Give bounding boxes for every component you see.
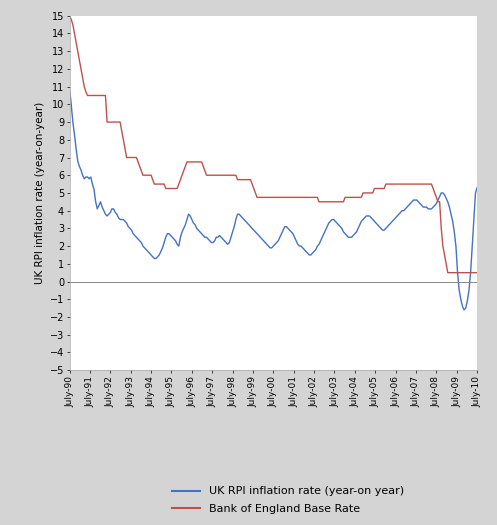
- Y-axis label: UK RPI inflation rate (year-on-year): UK RPI inflation rate (year-on-year): [35, 102, 46, 284]
- Legend: UK RPI inflation rate (year-on year), Bank of England Base Rate: UK RPI inflation rate (year-on year), Ba…: [172, 487, 404, 514]
